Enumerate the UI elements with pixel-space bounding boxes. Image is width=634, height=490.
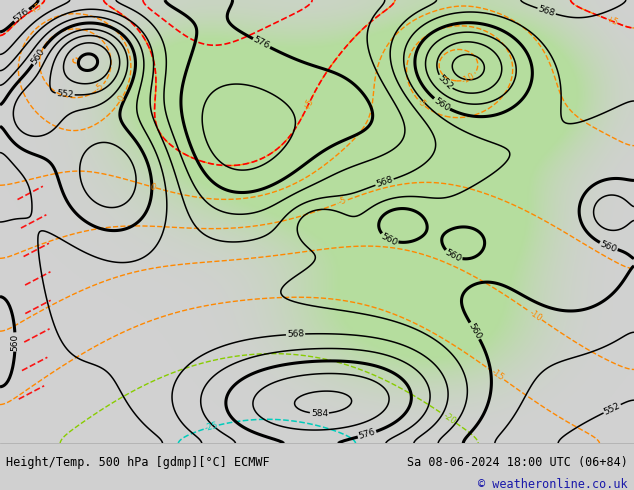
Text: 560: 560 (467, 321, 483, 341)
Text: +5: +5 (604, 15, 619, 27)
Text: -10: -10 (461, 71, 477, 85)
Text: © weatheronline.co.uk: © weatheronline.co.uk (478, 478, 628, 490)
Text: 552: 552 (602, 401, 622, 416)
Text: -5: -5 (94, 81, 107, 94)
Text: 576: 576 (252, 35, 271, 51)
Text: 568: 568 (537, 4, 556, 18)
Text: -10: -10 (527, 308, 543, 323)
Text: 560: 560 (30, 47, 47, 66)
Text: -5: -5 (337, 196, 349, 207)
Text: 568: 568 (287, 329, 304, 339)
Text: 0: 0 (149, 182, 157, 192)
Text: 584: 584 (311, 409, 328, 418)
Text: 576: 576 (12, 6, 31, 25)
Text: 560: 560 (11, 333, 20, 351)
Text: 560: 560 (380, 231, 399, 247)
Text: 0: 0 (116, 94, 127, 103)
Text: -20: -20 (441, 411, 458, 426)
Text: 576: 576 (358, 428, 377, 441)
Text: 552: 552 (56, 89, 74, 99)
Text: +5: +5 (302, 98, 315, 112)
Text: Sa 08-06-2024 18:00 UTC (06+84): Sa 08-06-2024 18:00 UTC (06+84) (407, 456, 628, 468)
Text: +5: +5 (28, 1, 43, 16)
Text: -25: -25 (204, 421, 219, 433)
Text: 552: 552 (436, 73, 454, 92)
Text: -5: -5 (415, 97, 427, 109)
Text: Height/Temp. 500 hPa [gdmp][°C] ECMWF: Height/Temp. 500 hPa [gdmp][°C] ECMWF (6, 456, 270, 468)
Text: 568: 568 (375, 175, 394, 189)
Text: 560: 560 (432, 96, 451, 113)
Text: 560: 560 (599, 239, 618, 254)
Text: -15: -15 (490, 368, 506, 383)
Text: 560: 560 (444, 248, 463, 264)
